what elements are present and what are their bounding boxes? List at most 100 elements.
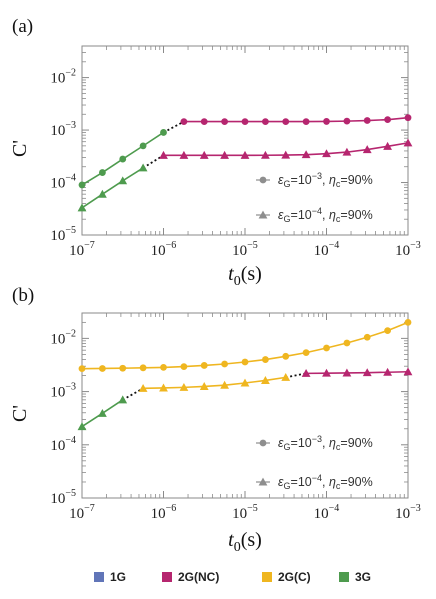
y-tick-label: 10−4 — [50, 173, 76, 192]
x-axis-title: t0(s) — [228, 263, 262, 289]
data-point — [160, 363, 167, 371]
y-tick-label: 10−5 — [50, 488, 76, 507]
regime-label: 3G — [355, 570, 371, 584]
data-point — [342, 368, 352, 377]
data-point — [323, 344, 330, 352]
data-point — [323, 118, 330, 125]
data-point — [179, 382, 189, 391]
x-tick-label: 10−4 — [314, 503, 340, 522]
series-line — [183, 116, 409, 123]
data-point — [261, 376, 270, 384]
data-point — [199, 382, 209, 390]
data-point — [363, 333, 371, 341]
chart-panel-a: (a) 10−7 10−6 10−5 10−4 10−3 10−5 10−4 10−3 10−2 t… — [9, 16, 421, 289]
x-tick-label: 10−3 — [395, 503, 421, 522]
legend-label: εG=10−4, ηc=90% — [278, 473, 373, 491]
y-tick-labels: 10−5 10−4 10−3 10−2 — [50, 328, 76, 507]
panel-label: (a) — [12, 16, 33, 37]
transition-line — [285, 372, 307, 379]
data-point — [262, 356, 269, 363]
data-point — [99, 169, 106, 176]
data-point — [139, 142, 147, 150]
data-point — [383, 367, 393, 376]
legend-marker — [258, 477, 268, 486]
data-point — [138, 383, 148, 392]
transition-line — [163, 120, 185, 134]
legend-marker — [259, 176, 267, 184]
series-line — [306, 370, 409, 375]
data-point — [159, 150, 168, 159]
x-tick-labels: 10−7 10−6 10−5 10−4 10−3 — [69, 240, 421, 259]
data-point — [302, 349, 310, 357]
legend-marker — [259, 439, 267, 447]
data-point — [383, 141, 393, 150]
data-point — [77, 203, 87, 212]
legend-label: εG=10−3, ηc=90% — [278, 434, 373, 452]
plot-frame — [81, 45, 409, 236]
x-axis-ticks — [81, 46, 409, 235]
data-point — [384, 116, 392, 124]
regime-swatch — [94, 572, 104, 582]
y-axis-ticks — [82, 321, 408, 499]
data-point — [302, 118, 310, 125]
data-point — [281, 372, 291, 381]
legend-label: εG=10−4, ηc=90% — [278, 206, 373, 224]
y-tick-label: 10−3 — [50, 382, 76, 401]
regime-legend: 1G 2G(NC) 2G(C) 3G — [94, 570, 371, 584]
data-point — [241, 358, 249, 366]
series-lines — [81, 321, 409, 428]
data-point — [180, 363, 188, 370]
regime-label: 2G(NC) — [178, 570, 219, 584]
panels: (a) 10−7 10−6 10−5 10−4 10−3 10−5 10−4 10−3 10−2 t… — [9, 16, 421, 555]
data-point — [78, 365, 86, 373]
data-point — [343, 117, 351, 125]
y-tick-label: 10−2 — [50, 68, 76, 87]
data-point — [119, 155, 127, 163]
data-point — [403, 138, 413, 147]
data-point — [342, 147, 352, 156]
data-point — [363, 117, 371, 124]
data-point — [322, 368, 331, 377]
data-point — [301, 368, 311, 377]
x-tick-label: 10−7 — [69, 503, 95, 522]
data-point — [281, 150, 291, 159]
data-point — [403, 367, 413, 376]
data-point — [180, 118, 188, 125]
panel-label: (b) — [12, 285, 34, 306]
regime-label: 2G(C) — [278, 570, 311, 584]
data-point — [98, 189, 107, 198]
x-tick-label: 10−5 — [232, 240, 258, 259]
data-point — [119, 364, 127, 372]
data-point — [343, 339, 351, 347]
data-point — [159, 383, 168, 392]
data-point — [99, 365, 106, 372]
data-point — [240, 378, 250, 387]
y-tick-labels: 10−5 10−4 10−3 10−2 — [50, 68, 76, 244]
data-point — [98, 408, 107, 417]
data-point — [160, 129, 167, 136]
data-point — [404, 318, 412, 326]
y-tick-label: 10−3 — [50, 120, 76, 139]
x-axis-ticks — [81, 313, 409, 498]
data-point — [322, 149, 331, 158]
transition-lines — [142, 120, 185, 169]
x-tick-label: 10−6 — [151, 503, 177, 522]
data-point — [282, 118, 290, 125]
regime-swatch — [339, 572, 349, 582]
series-line — [81, 167, 144, 209]
data-point — [139, 364, 147, 372]
x-tick-label: 10−6 — [151, 240, 177, 259]
plot-legend: εG=10−3, ηc=90% εG=10−4, ηc=90% — [256, 434, 373, 491]
data-point — [301, 150, 311, 159]
series-lines — [81, 116, 409, 209]
data-point — [199, 150, 209, 159]
x-tick-labels: 10−7 10−6 10−5 10−4 10−3 — [69, 503, 421, 522]
data-point — [78, 181, 86, 189]
data-point — [200, 118, 208, 125]
plot-frame — [81, 312, 409, 499]
y-tick-label: 10−4 — [50, 435, 76, 454]
data-point — [384, 327, 392, 335]
data-point — [221, 118, 229, 125]
data-point — [261, 150, 270, 159]
